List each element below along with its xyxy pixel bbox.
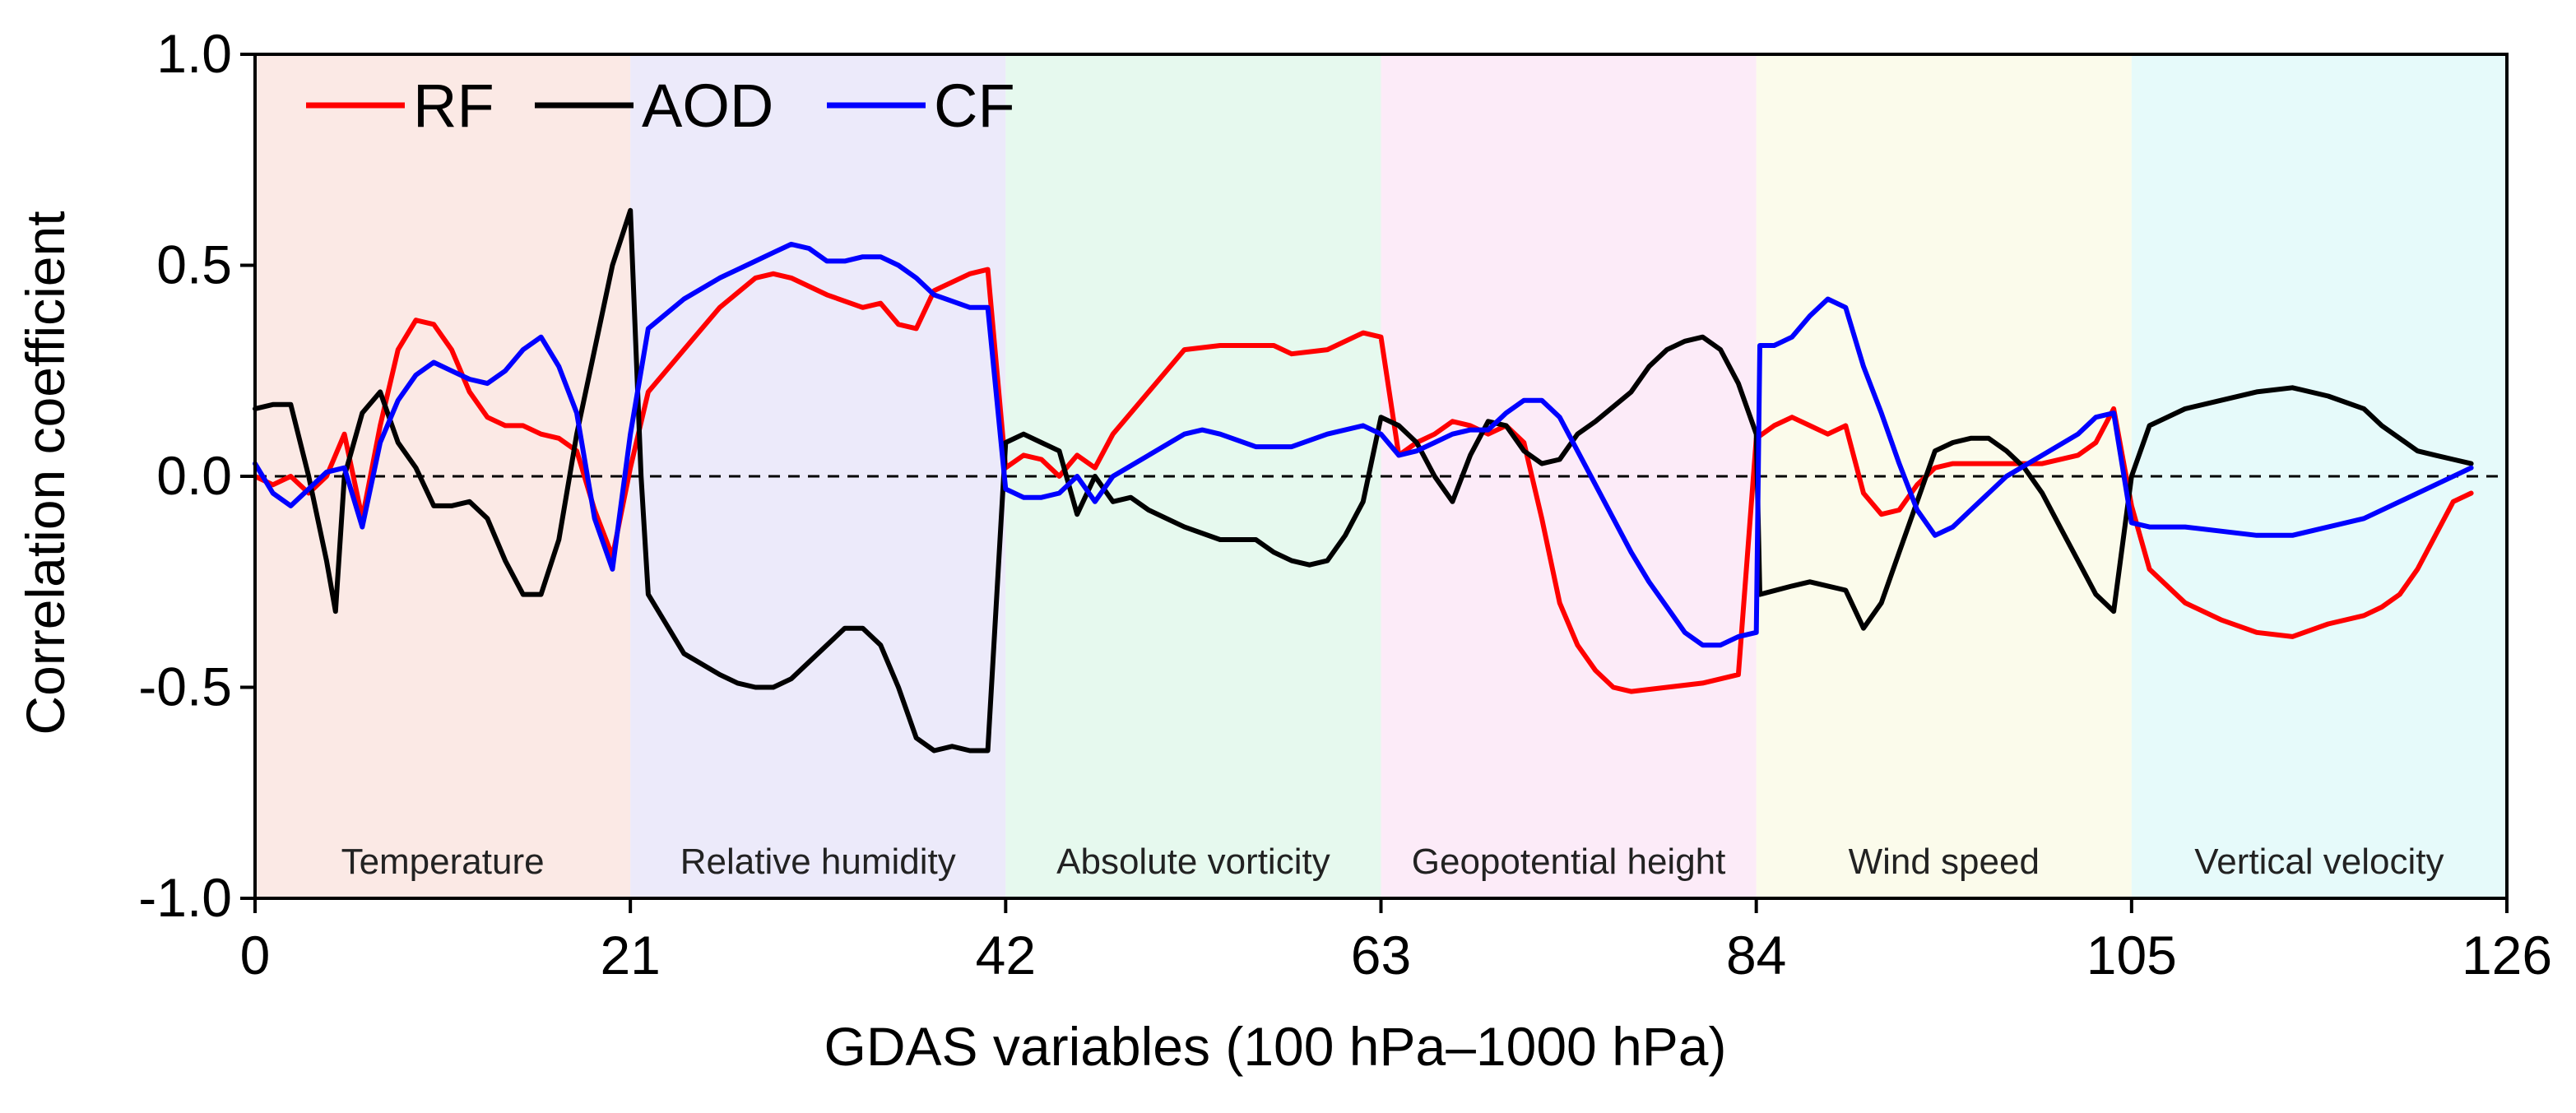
series-layer <box>253 207 2474 754</box>
y-tick-label-4: 1.0 <box>156 23 232 84</box>
x-tick-label-2: 42 <box>976 925 1036 985</box>
x-tick-label-6: 126 <box>2462 925 2552 985</box>
band-label-6: Vertical velocity <box>2194 842 2444 882</box>
x-tick-label-4: 84 <box>1726 925 1786 985</box>
x-axis-title: GDAS variables (100 hPa–1000 hPa) <box>824 1016 1727 1077</box>
band-label-5: Wind speed <box>1849 842 2040 882</box>
x-tick-label-3: 63 <box>1351 925 1411 985</box>
series-line-rf <box>253 267 2474 694</box>
legend: RF AOD CF <box>306 72 1015 140</box>
band-label-2: Relative humidity <box>680 842 956 882</box>
y-axis-title: Correlation coefficient <box>15 211 76 735</box>
y-tick-label-3: 0.5 <box>156 234 232 295</box>
y-tick-label-2: 0.0 <box>156 445 232 506</box>
legend-label-aod: AOD <box>642 72 773 140</box>
series-line-cf <box>253 241 2474 648</box>
x-tick-label-5: 105 <box>2086 925 2177 985</box>
x-tick-label-1: 21 <box>600 925 660 985</box>
band-label-1: Temperature <box>341 842 545 882</box>
y-tick-label-1: -0.5 <box>138 656 232 717</box>
y-tick-label-0: -1.0 <box>138 867 232 928</box>
x-tick-label-0: 0 <box>240 925 271 985</box>
legend-label-rf: RF <box>413 72 494 140</box>
band-label-3: Absolute vorticity <box>1056 842 1330 882</box>
band-label-4: Geopotential height <box>1412 842 1726 882</box>
legend-label-cf: CF <box>934 72 1015 140</box>
axis-ticks: 0 21 42 63 84 105 126 -1.0 -0.5 0.0 0.5 1.0 <box>138 23 2552 985</box>
